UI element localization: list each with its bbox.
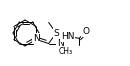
Text: HN: HN [61, 32, 74, 41]
Text: N: N [33, 34, 40, 43]
Text: N: N [57, 39, 64, 48]
Text: O: O [82, 27, 89, 36]
Text: CH₃: CH₃ [58, 47, 73, 56]
Text: S: S [53, 29, 59, 37]
